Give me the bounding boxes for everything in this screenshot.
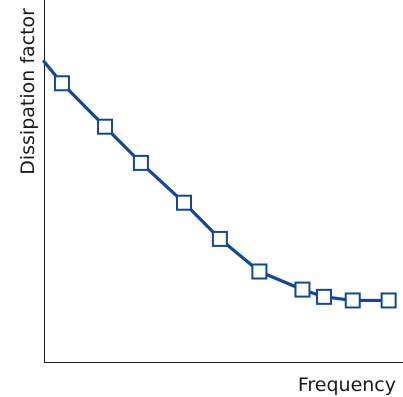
data-point-marker — [380, 292, 397, 309]
data-point-marker — [97, 118, 114, 135]
data-point-marker — [251, 263, 268, 280]
series-layer — [42, 59, 397, 309]
x-axis-label: Frequency — [298, 374, 396, 396]
data-point-marker — [344, 292, 361, 309]
data-point-marker — [316, 288, 333, 305]
data-point-marker — [294, 281, 311, 298]
data-point-marker — [132, 154, 149, 171]
series-line — [42, 59, 391, 303]
data-point-marker — [176, 194, 193, 211]
y-axis-label: Dissipation factor — [17, 8, 39, 175]
data-point-marker — [211, 230, 228, 247]
data-point-marker — [53, 75, 70, 92]
